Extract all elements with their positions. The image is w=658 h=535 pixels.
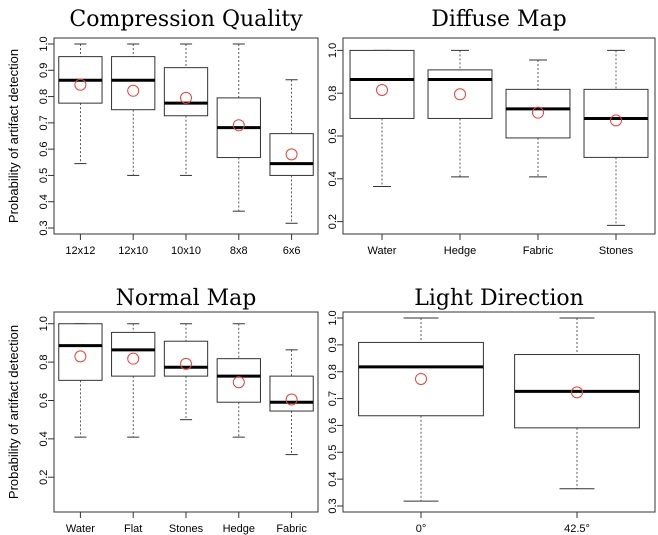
y-tick-label: 0.3 (38, 220, 50, 235)
mean-marker (180, 91, 192, 104)
y-tick-label: 0.8 (327, 86, 339, 101)
iqr-box (505, 88, 571, 139)
box-0-: 0° (358, 317, 484, 535)
y-tick-label: 0.7 (327, 391, 339, 406)
x-tick-label: 12x12 (65, 245, 95, 257)
x-tick-label: Stones (599, 245, 634, 257)
chart-panel-3: Normal Map 0.2 0.4 0.6 0.8 1.0 Water Flat Stones… (6, 286, 319, 535)
mean-marker (532, 106, 544, 119)
mean-marker (571, 386, 583, 399)
y-tick-label: 0.5 (327, 445, 339, 460)
x-tick-label: 0° (416, 523, 427, 535)
mean-marker (74, 78, 87, 91)
mean-marker (454, 88, 466, 101)
x-tick-label: 12x10 (118, 245, 148, 257)
y-tick-label: 1.0 (327, 310, 339, 325)
x-tick-label: Fabric (523, 245, 554, 257)
mean-marker (180, 357, 192, 370)
chart-title: Normal Map (116, 286, 257, 311)
box-fabric: Fabric (269, 349, 314, 535)
plot-frame (342, 311, 656, 513)
box-12x12: 12x12 (58, 43, 103, 257)
chart-panel-2: Diffuse Map 0.2 0.4 0.6 0.8 1.0 Water Hedge Fabr… (327, 7, 656, 257)
mean-marker (610, 114, 622, 127)
y-tick-label: 1.0 (38, 316, 50, 331)
y-tick-label: 0.8 (38, 89, 50, 104)
box-hedge: Hedge (427, 49, 493, 257)
y-tick-label: 0.7 (38, 115, 50, 130)
box-fabric: Fabric (505, 59, 571, 257)
x-tick-label: Water (368, 245, 397, 257)
x-tick-label: 6x6 (283, 245, 301, 257)
y-tick-label: 0.4 (327, 471, 339, 486)
y-tick-label: 0.3 (327, 498, 339, 513)
iqr-box (269, 133, 314, 176)
y-axis-label: Probability of artifact detection (6, 325, 21, 499)
box-stones: Stones (163, 323, 209, 535)
y-tick-label: 0.8 (38, 354, 50, 369)
y-tick-label: 0.6 (327, 418, 339, 433)
y-tick-label: 0.9 (38, 63, 50, 78)
y-tick-label: 0.9 (327, 337, 339, 352)
x-tick-label: Hedge (444, 245, 476, 257)
x-tick-label: Stones (169, 523, 204, 535)
mean-marker (232, 376, 245, 389)
mean-marker (232, 119, 245, 132)
box-water: Water (349, 49, 415, 257)
mean-marker (285, 393, 298, 406)
mean-marker (74, 350, 87, 363)
iqr-box (358, 341, 484, 417)
chart-panel-1: Compression Quality 0.3 0.4 0.5 0.6 0.7 0.8 0.9… (6, 7, 319, 257)
chart-title: Compression Quality (69, 7, 303, 32)
iqr-box (111, 331, 156, 377)
chart-panel-4: Light Direction 0.3 0.4 0.5 0.6 0.7 0.8 0.9 1.0 0… (327, 286, 656, 535)
y-axis-label: Probability of artifact detection (6, 49, 21, 223)
x-tick-label: Hedge (223, 523, 255, 535)
y-tick-label: 0.2 (327, 214, 339, 229)
box-12x10: 12x10 (111, 43, 156, 257)
x-tick-label: Fabric (276, 523, 307, 535)
y-tick-label: 1.0 (327, 43, 339, 58)
y-tick-label: 0.4 (327, 171, 339, 186)
iqr-box (111, 56, 156, 111)
x-tick-label: 10x10 (171, 245, 201, 257)
mean-marker (127, 84, 140, 97)
box-water: Water (58, 323, 103, 535)
y-tick-label: 0.4 (38, 431, 50, 446)
chart-title: Light Direction (414, 286, 584, 311)
mean-marker (127, 352, 140, 365)
y-tick-label: 0.5 (38, 168, 50, 183)
box-stones: Stones (583, 49, 649, 257)
y-tick-label: 0.6 (38, 141, 50, 156)
x-tick-label: 8x8 (230, 245, 248, 257)
box-6x6: 6x6 (269, 79, 314, 257)
box-10x10: 10x10 (163, 43, 209, 257)
box-8x8: 8x8 (216, 43, 261, 257)
x-tick-label: Flat (124, 523, 142, 535)
iqr-box (163, 67, 209, 117)
x-tick-label: Water (66, 523, 95, 535)
box-flat: Flat (111, 323, 156, 535)
box-hedge: Hedge (216, 323, 261, 535)
mean-marker (285, 148, 298, 161)
iqr-box (216, 358, 261, 403)
y-tick-label: 1.0 (38, 36, 50, 51)
y-tick-label: 0.6 (327, 128, 339, 143)
iqr-box (58, 323, 103, 381)
box-42-5-: 42.5° (514, 317, 640, 535)
chart-title: Diffuse Map (431, 7, 567, 32)
y-tick-label: 0.8 (327, 364, 339, 379)
y-tick-label: 0.2 (38, 470, 50, 485)
y-tick-label: 0.6 (38, 393, 50, 408)
iqr-box (583, 88, 649, 158)
iqr-box (427, 69, 493, 119)
y-tick-label: 0.4 (38, 194, 50, 209)
mean-marker (376, 84, 388, 96)
mean-marker (415, 372, 427, 385)
x-tick-label: 42.5° (564, 523, 590, 535)
